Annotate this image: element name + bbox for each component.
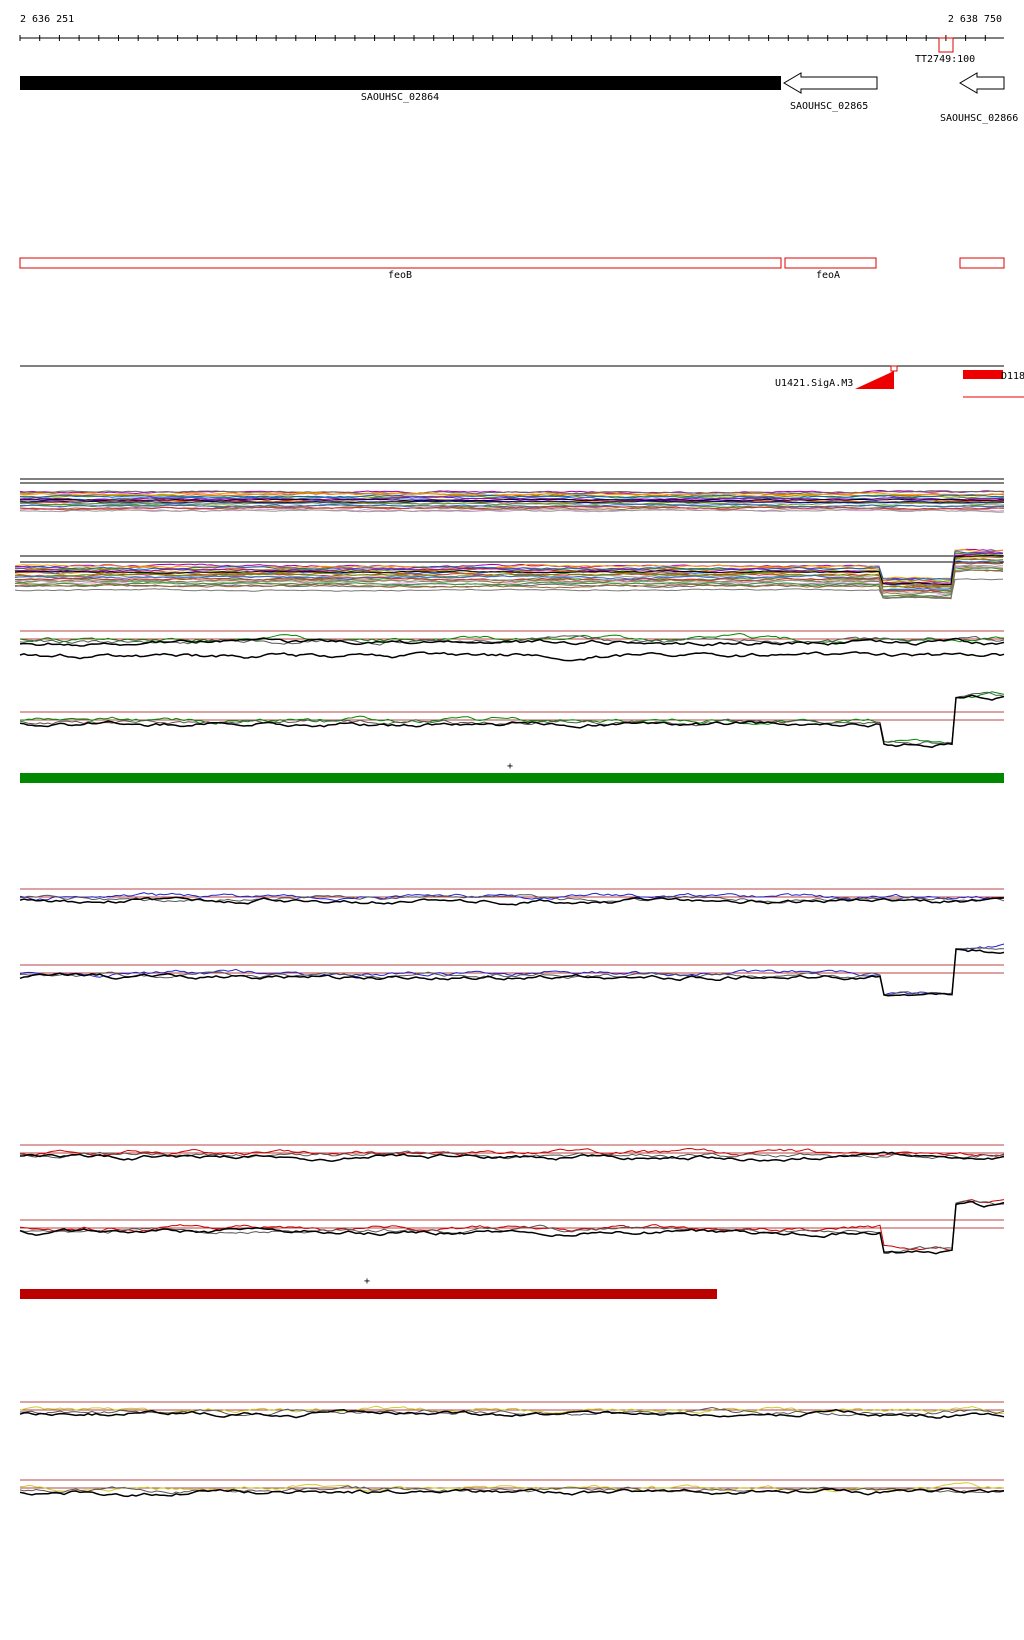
track-line [19, 691, 1005, 746]
gene-label: SAOUHSC_02865 [790, 101, 868, 112]
track-line [14, 560, 1004, 591]
track-line [19, 503, 1005, 508]
track-line [19, 1406, 1005, 1417]
track-line [19, 505, 1005, 511]
gene-label: SAOUHSC_02866 [940, 113, 1018, 124]
track-line [14, 564, 1004, 594]
track-line [19, 691, 1005, 745]
annotation-box [19, 257, 782, 269]
region-bar [20, 1289, 717, 1299]
track-line [14, 578, 1003, 599]
ruler-ticks [19, 35, 986, 41]
annotation-label: feoB [388, 270, 412, 281]
terminator-box [938, 37, 954, 53]
promoter-box [890, 365, 898, 372]
gene-arrow [783, 72, 878, 94]
track-line [19, 947, 1005, 996]
terminator-label: TT2749:100 [915, 54, 975, 65]
track-line [19, 896, 1005, 906]
track-line [19, 892, 1005, 902]
track-line [19, 651, 1005, 662]
track-line [19, 1147, 1005, 1157]
annotation-box [959, 257, 1005, 269]
ruler-start: 2 636 251 [20, 14, 74, 25]
track-line [19, 492, 1005, 497]
track-line [20, 500, 1005, 504]
gene-label: SAOUHSC_02864 [361, 92, 439, 103]
promoter-label: D118 [1001, 371, 1024, 382]
track-line [14, 567, 1004, 598]
track-line [19, 494, 1005, 500]
strand-mark: + [364, 1276, 370, 1287]
region-bar [20, 773, 1004, 783]
track-line [19, 1151, 1005, 1162]
annotation-label: feoA [816, 270, 840, 281]
track-line [19, 948, 1005, 997]
gene-bar [20, 76, 781, 90]
annotation-box [784, 257, 877, 269]
ruler-end: 2 638 750 [948, 14, 1002, 25]
promoter-label: U1421.SigA.M3 [775, 378, 853, 389]
promoter-triangle [855, 371, 894, 389]
track-line [19, 694, 1005, 749]
promoter-bar [963, 370, 1003, 379]
track-line [20, 508, 1005, 513]
track-line [19, 1408, 1005, 1419]
track-line [14, 551, 1004, 581]
track-line [19, 490, 1005, 495]
track-line [19, 1200, 1005, 1255]
track-line [19, 1199, 1005, 1251]
track-line [19, 1405, 1005, 1415]
expression-tracks [14, 478, 1005, 1498]
track-line [19, 498, 1005, 502]
track-line [14, 557, 1004, 588]
track-line [19, 1487, 1005, 1498]
track-line [19, 943, 1005, 996]
track-line [14, 554, 1003, 586]
track-line [19, 637, 1005, 647]
gene-arrow [959, 72, 1005, 94]
track-line [20, 491, 1005, 497]
strand-mark: + [507, 761, 513, 772]
track-line [14, 556, 1004, 587]
track-line [14, 568, 1004, 600]
track-line [19, 501, 1005, 506]
track-line [14, 548, 1004, 580]
track-line [19, 496, 1005, 501]
track-line [14, 565, 1004, 596]
